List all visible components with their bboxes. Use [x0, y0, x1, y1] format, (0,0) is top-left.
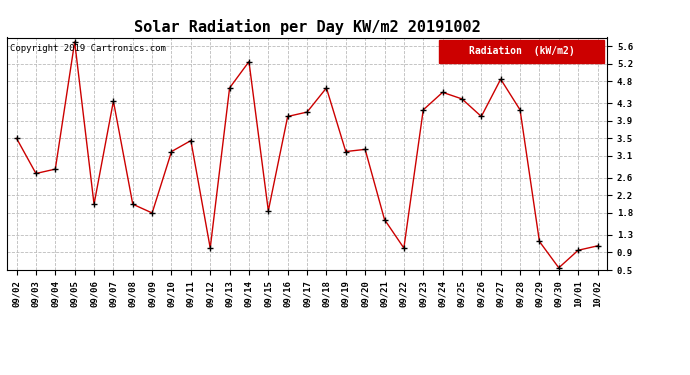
Text: Radiation  (kW/m2): Radiation (kW/m2): [469, 46, 575, 57]
Title: Solar Radiation per Day KW/m2 20191002: Solar Radiation per Day KW/m2 20191002: [134, 19, 480, 35]
Bar: [439, 40, 604, 63]
Text: Copyright 2019 Cartronics.com: Copyright 2019 Cartronics.com: [10, 45, 166, 54]
